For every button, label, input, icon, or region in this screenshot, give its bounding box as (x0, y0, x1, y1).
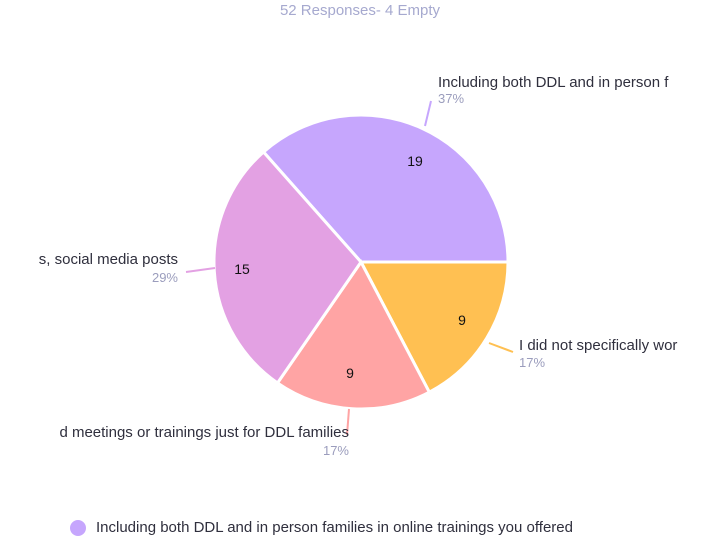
legend: Including both DDL and in person familie… (70, 519, 573, 536)
slice-category-label: I did not specifically wor (519, 337, 677, 354)
slice-value-label: 15 (234, 261, 250, 277)
slice-value-label: 9 (458, 312, 466, 328)
pie-slice[interactable] (275, 259, 432, 411)
pie-slice[interactable] (261, 113, 510, 264)
leader-line (346, 408, 350, 436)
slice-percent-label: 17% (519, 355, 545, 370)
slice-percent-label: 29% (152, 270, 178, 285)
legend-swatch[interactable] (70, 520, 86, 536)
slice-percent-label: 17% (323, 443, 349, 458)
slice-category-label: Including both DDL and in person f (438, 74, 669, 91)
pie-slice[interactable] (358, 260, 510, 395)
leader-line (185, 267, 216, 273)
leader-line (424, 100, 432, 127)
slice-value-label: 19 (407, 153, 423, 169)
chart-subtitle: 52 Responses- 4 Empty (279, 2, 441, 19)
legend-label[interactable]: Including both DDL and in person familie… (96, 519, 573, 536)
slice-category-label: d meetings or trainings just for DDL fam… (59, 424, 349, 441)
slice-value-label: 9 (346, 365, 354, 381)
slice-percent-label: 37% (438, 91, 464, 106)
slice-category-label: s, social media posts (39, 251, 178, 268)
pie-slice[interactable] (212, 149, 363, 386)
leader-line (488, 342, 514, 353)
